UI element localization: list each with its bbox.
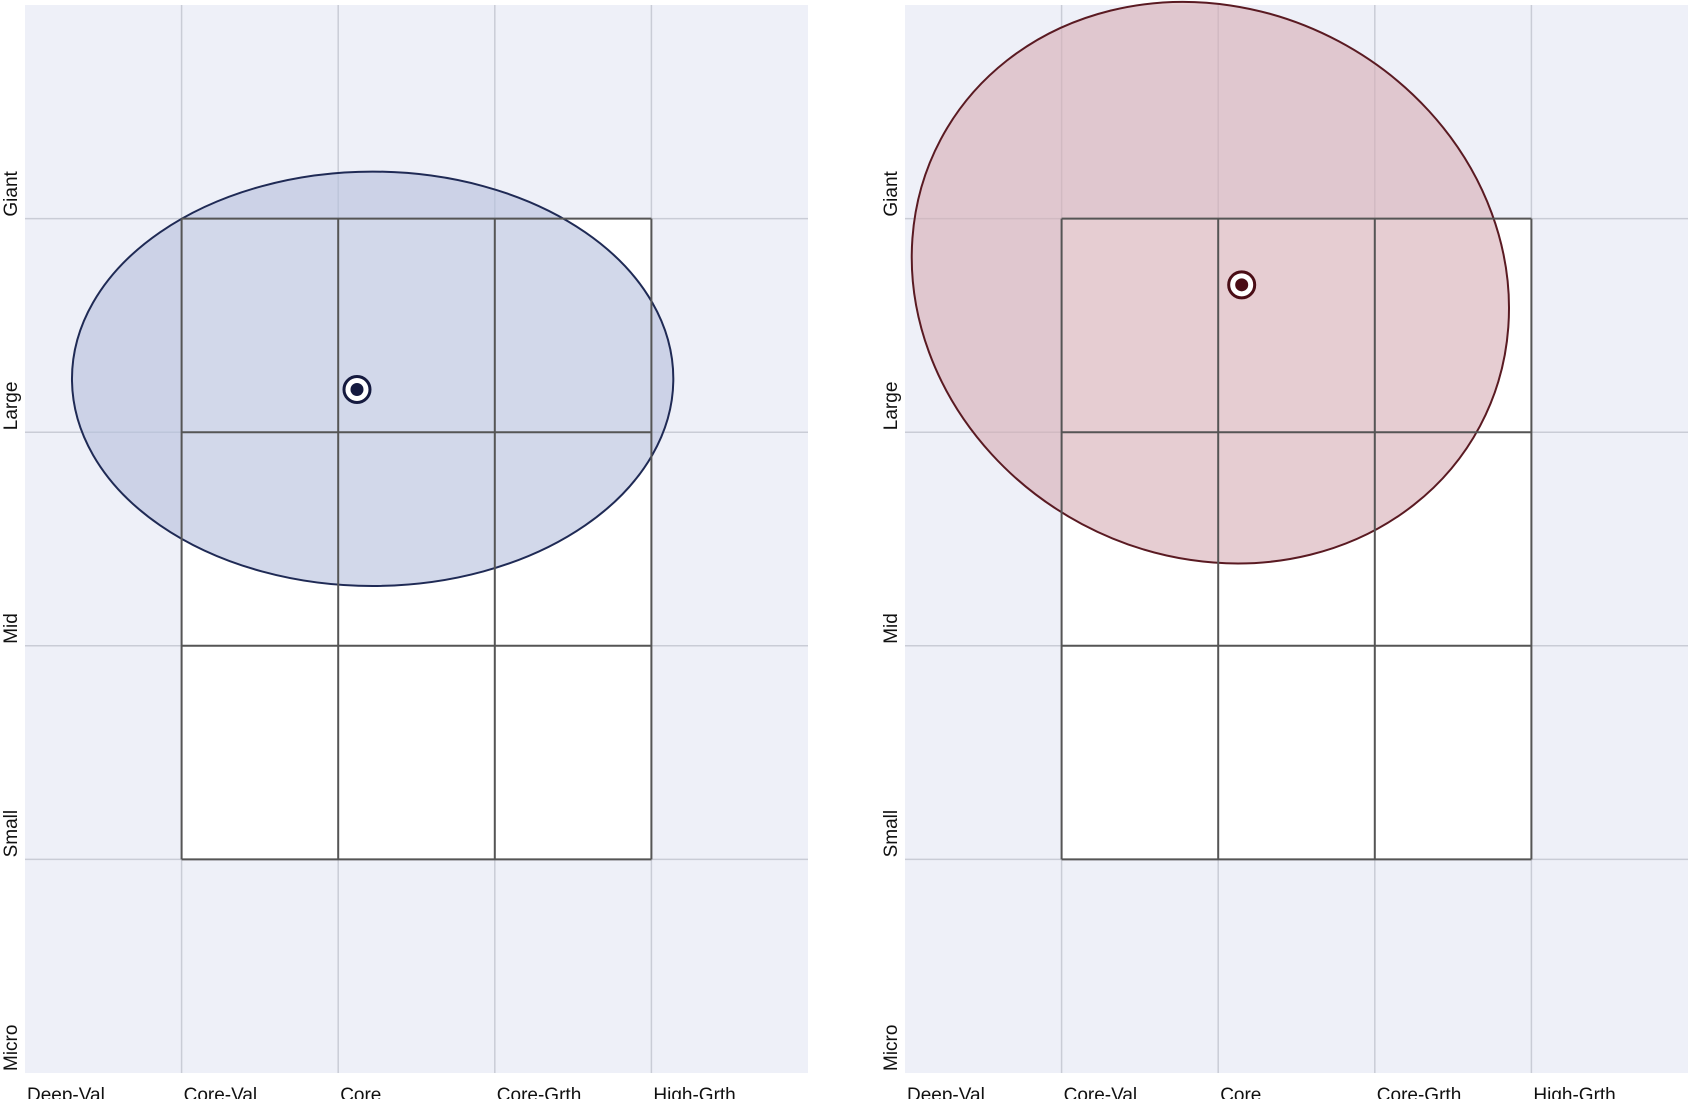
left-x-label-core-grth: Core-Grth — [497, 1085, 581, 1099]
right-x-label-deep-val: Deep-Val — [907, 1085, 985, 1099]
right-y-label-large: Large — [881, 382, 902, 431]
left-x-label-deep-val: Deep-Val — [27, 1085, 105, 1099]
left-y-label-mid: Mid — [1, 613, 22, 644]
chart-svg-left: Giant Large Mid Small Micro Deep-Val Core-Val C… — [1, 5, 808, 1099]
left-holdings-ellipse — [70, 170, 675, 587]
right-x-label-core-val: Core-Val — [1064, 1085, 1138, 1099]
left-y-label-giant: Giant — [1, 170, 22, 216]
right-y-label-giant: Giant — [881, 170, 902, 216]
left-x-label-core-val: Core-Val — [184, 1085, 258, 1099]
right-x-label-high-grth: High-Grth — [1533, 1085, 1615, 1099]
left-x-label-core: Core — [340, 1085, 381, 1099]
left-x-label-high-grth: High-Grth — [653, 1085, 735, 1099]
right-y-label-small: Small — [881, 810, 902, 858]
chart-svg-right: Giant Large Mid Small Micro Deep-Val Core-Val C… — [881, 0, 1688, 1099]
left-y-label-small: Small — [1, 810, 22, 858]
right-x-label-core: Core — [1220, 1085, 1261, 1099]
left-y-label-micro: Micro — [1, 1025, 22, 1071]
right-centroid-dot — [1235, 278, 1249, 292]
right-y-label-mid: Mid — [881, 613, 902, 644]
right-x-label-core-grth: Core-Grth — [1377, 1085, 1461, 1099]
style-box-chart-left: Giant Large Mid Small Micro Deep-Val Core-Val C… — [0, 0, 820, 1099]
right-y-label-micro: Micro — [881, 1025, 902, 1071]
left-y-label-large: Large — [1, 382, 22, 431]
left-centroid-dot — [350, 382, 364, 396]
style-box-chart-right: Giant Large Mid Small Micro Deep-Val Core-Val C… — [880, 0, 1696, 1099]
